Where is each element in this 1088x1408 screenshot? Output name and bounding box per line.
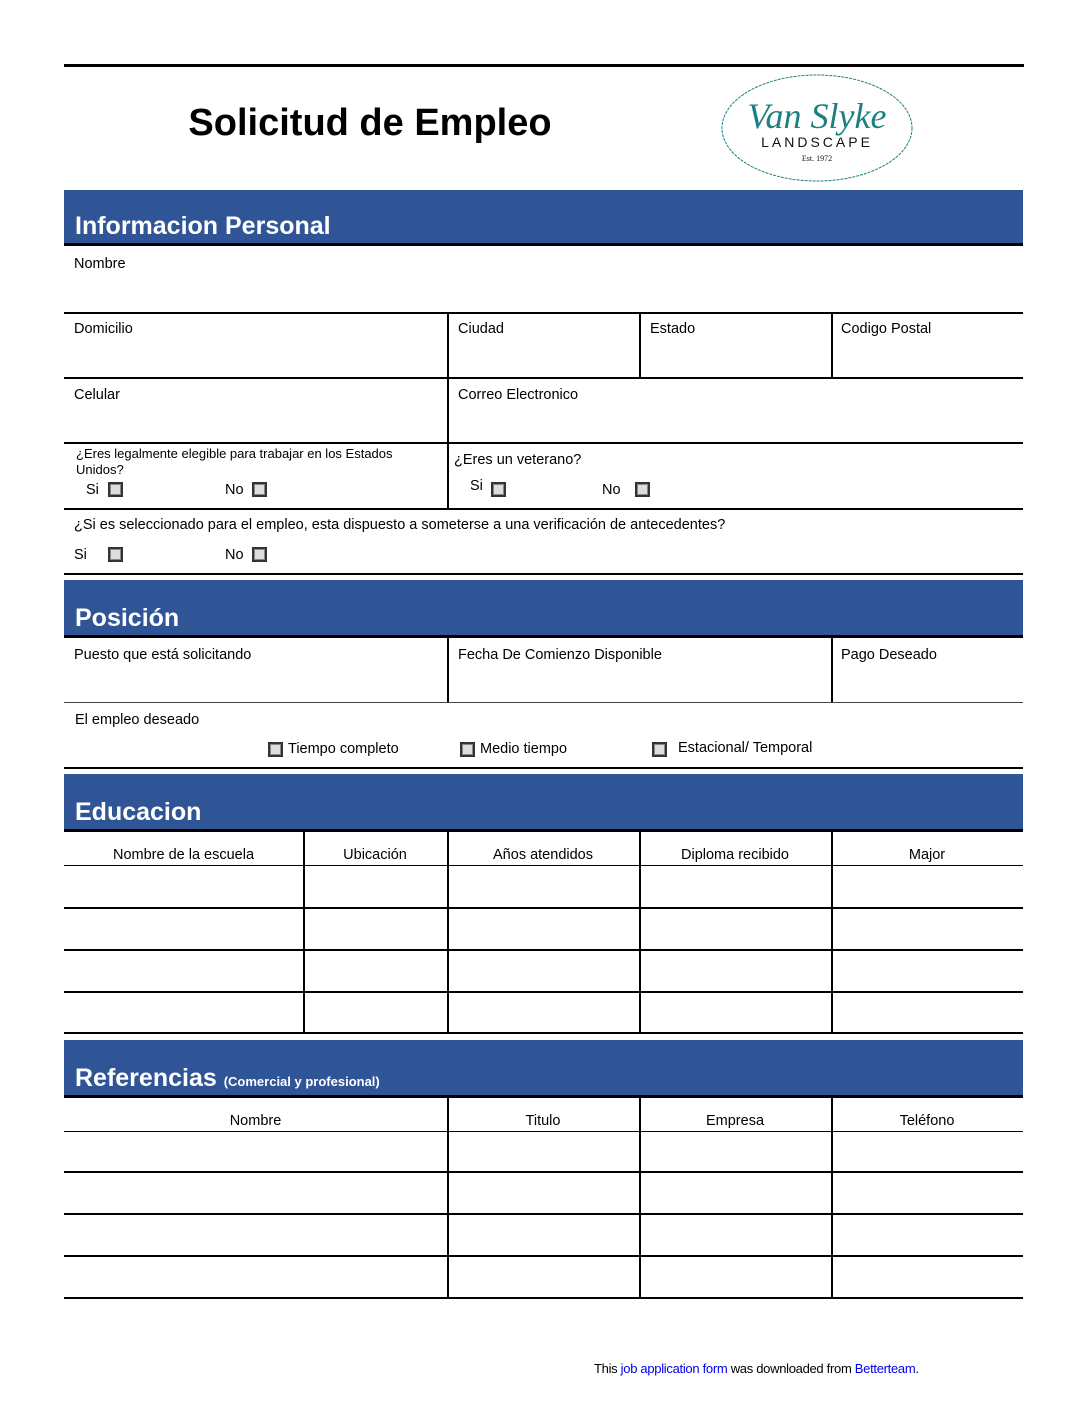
column-header: Teléfono: [899, 1113, 955, 1129]
column-header: Años atendidos: [493, 847, 593, 863]
divider: [447, 638, 449, 703]
table-row[interactable]: [64, 1297, 1023, 1299]
top-rule: [64, 64, 1024, 67]
background-si-label: Si: [74, 547, 87, 563]
veteran-no-checkbox[interactable]: [635, 482, 650, 497]
column-header: Diploma recibido: [681, 847, 789, 863]
footer-text: .: [915, 1361, 919, 1376]
section-heading: Informacion Personal: [75, 212, 331, 240]
codigo-postal-label: Codigo Postal: [841, 321, 932, 337]
section-posicion: Posición: [64, 580, 1023, 638]
eligible-no-label: No: [225, 482, 244, 498]
column-header: Nombre: [229, 1113, 282, 1129]
empleo-label: El empleo deseado: [75, 712, 200, 728]
table-row[interactable]: [64, 1032, 1023, 1034]
table-row[interactable]: [64, 1171, 1023, 1173]
eligible-si-checkbox[interactable]: [108, 482, 123, 497]
table-row[interactable]: [64, 1255, 1023, 1257]
puesto-label: Puesto que está solicitando: [74, 647, 252, 663]
divider: [64, 312, 1023, 314]
veteran-si-checkbox[interactable]: [491, 482, 506, 497]
table-row[interactable]: [64, 907, 1023, 909]
column-header: Titulo: [525, 1113, 561, 1129]
column-divider: [447, 1098, 449, 1297]
column-divider: [303, 832, 305, 1032]
divider: [64, 573, 1023, 575]
section-heading: Posición: [75, 604, 180, 632]
section-heading: Referencias: [75, 1064, 217, 1092]
background-no-label: No: [225, 547, 244, 563]
estado-label: Estado: [650, 321, 696, 337]
domicilio-label: Domicilio: [74, 321, 133, 337]
ciudad-label: Ciudad: [458, 321, 504, 337]
column-header: Empresa: [705, 1113, 765, 1129]
table-row[interactable]: [64, 991, 1023, 993]
veteran-si-label: Si: [470, 478, 483, 494]
divider: [64, 442, 1023, 444]
nombre-label: Nombre: [74, 256, 126, 272]
pago-label: Pago Deseado: [841, 647, 937, 663]
column-header: Major: [908, 847, 946, 863]
column-divider: [831, 832, 833, 1032]
footer-text: This: [594, 1361, 621, 1376]
column-divider: [639, 1098, 641, 1297]
divider: [64, 508, 1023, 510]
divider: [64, 377, 1023, 379]
medio-tiempo-checkbox[interactable]: [460, 742, 475, 757]
estacional-label: Estacional/ Temporal: [678, 740, 813, 756]
eligible-si-label: Si: [86, 482, 99, 498]
column-header: Nombre de la escuela: [112, 847, 255, 863]
estacional-checkbox[interactable]: [652, 742, 667, 757]
eligible-question: ¿Eres legalmente elegible para trabajar …: [76, 446, 393, 477]
section-personal: Informacion Personal: [64, 190, 1023, 246]
section-educacion: Educacion: [64, 774, 1023, 832]
divider: [639, 312, 641, 378]
svg-text:Est. 1972: Est. 1972: [802, 154, 832, 163]
company-logo: Van Slyke LANDSCAPE Est. 1972: [720, 73, 914, 183]
table-row[interactable]: [64, 1213, 1023, 1215]
section-referencias: Referencias (Comercial y profesional): [64, 1040, 1023, 1098]
fecha-label: Fecha De Comienzo Disponible: [458, 647, 662, 663]
column-divider: [831, 1098, 833, 1297]
divider: [447, 312, 449, 378]
eligible-no-checkbox[interactable]: [252, 482, 267, 497]
header-divider: [64, 865, 1023, 866]
footer-text: was downloaded from: [727, 1361, 855, 1376]
veteran-question: ¿Eres un veterano?: [454, 452, 582, 468]
divider: [64, 702, 1023, 703]
divider: [831, 638, 833, 703]
svg-text:LANDSCAPE: LANDSCAPE: [761, 134, 873, 150]
section-heading: Educacion: [75, 798, 202, 826]
table-row[interactable]: [64, 949, 1023, 951]
betterteam-link[interactable]: Betterteam: [854, 1361, 916, 1376]
svg-text:Van Slyke: Van Slyke: [748, 96, 887, 136]
divider: [831, 312, 833, 378]
medio-tiempo-label: Medio tiempo: [480, 741, 568, 757]
background-no-checkbox[interactable]: [252, 547, 267, 562]
background-question: ¿Si es seleccionado para el empleo, esta…: [74, 517, 726, 533]
correo-label: Correo Electronico: [458, 387, 579, 403]
celular-label: Celular: [74, 387, 120, 403]
job-application-form-link[interactable]: job application form: [620, 1361, 728, 1376]
section-subheading: (Comercial y profesional): [223, 1074, 380, 1089]
page-title: Solicitud de Empleo: [188, 102, 552, 144]
column-header: Ubicación: [343, 847, 407, 863]
column-divider: [447, 832, 449, 1032]
tiempo-completo-checkbox[interactable]: [268, 742, 283, 757]
divider: [64, 767, 1023, 769]
footer-note: This job application form was downloaded…: [594, 1361, 919, 1376]
tiempo-completo-label: Tiempo completo: [288, 741, 399, 757]
veteran-no-label: No: [602, 482, 621, 498]
background-si-checkbox[interactable]: [108, 547, 123, 562]
column-divider: [639, 832, 641, 1032]
header-divider: [64, 1131, 1023, 1132]
